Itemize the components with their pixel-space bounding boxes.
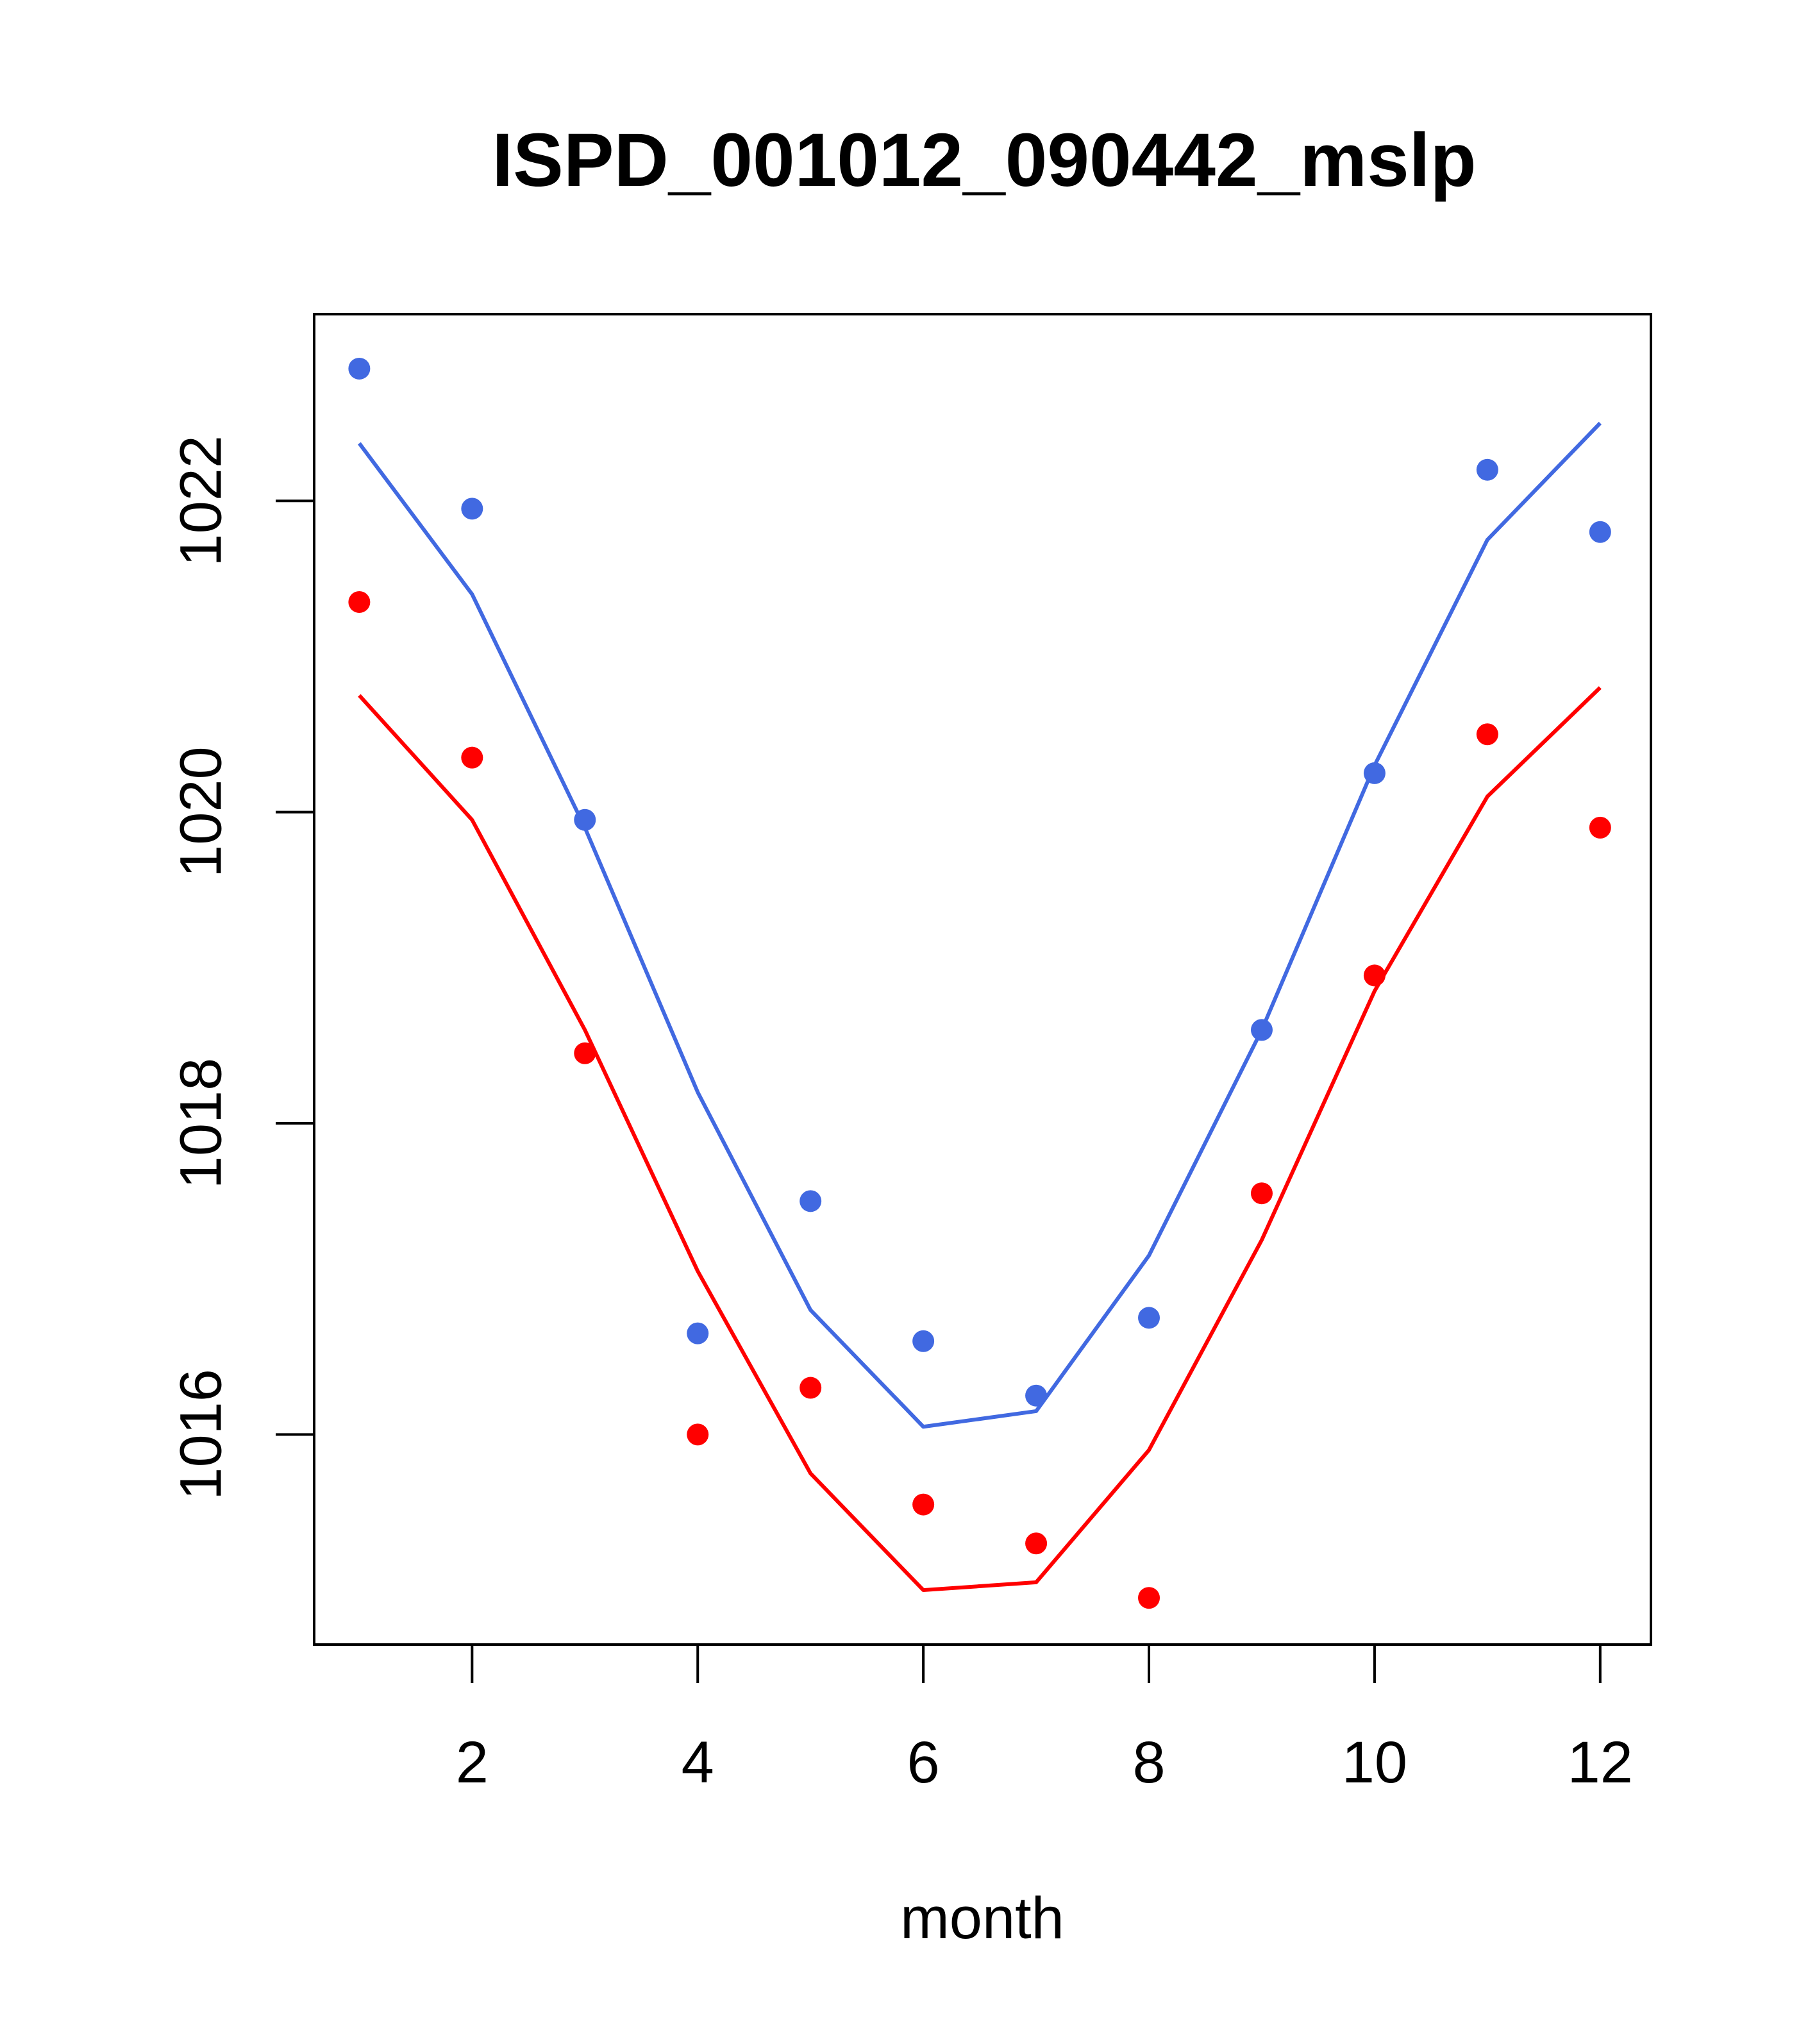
series-point-1-9: [1250, 1182, 1273, 1205]
series-point-0-6: [912, 1330, 935, 1352]
series-point-1-5: [800, 1377, 822, 1399]
y-tick-label-1022: 1022: [168, 435, 233, 567]
series-point-1-11: [1476, 723, 1498, 746]
x-axis-label: month: [900, 1886, 1064, 1951]
series-1: [348, 591, 1611, 1609]
series-point-0-9: [1250, 1019, 1273, 1041]
series-point-1-2: [461, 746, 483, 769]
series-point-0-7: [1025, 1384, 1048, 1407]
series-point-0-11: [1476, 458, 1498, 481]
x-tick-label-6: 6: [907, 1730, 940, 1795]
series-point-1-4: [687, 1423, 709, 1446]
x-tick-label-4: 4: [682, 1730, 714, 1795]
y-tick-label-1020: 1020: [168, 746, 233, 878]
plot-frame: [313, 313, 1652, 1646]
x-tick-label-2: 2: [456, 1730, 489, 1795]
series-point-1-12: [1589, 816, 1611, 839]
series-point-1-10: [1363, 964, 1386, 987]
series-point-0-2: [461, 498, 483, 520]
series-point-1-8: [1138, 1587, 1160, 1609]
y-tick-label-1016: 1016: [168, 1369, 233, 1500]
series-point-0-10: [1363, 762, 1386, 784]
series-line-1: [358, 686, 1602, 1593]
x-tick-label-12: 12: [1568, 1730, 1633, 1795]
series-line-0: [357, 421, 1602, 1429]
series-point-0-12: [1589, 521, 1611, 543]
series-point-1-7: [1025, 1532, 1048, 1555]
x-axis: 2 4 6 8 10 12: [456, 1643, 1633, 1795]
y-axis: 1016 1018 1020 1022: [168, 435, 315, 1500]
series-point-1-3: [574, 1042, 596, 1064]
series-point-0-5: [800, 1190, 822, 1212]
chart-title: ISPD_001012_090442_mslp: [492, 118, 1476, 203]
series-point-0-1: [348, 357, 371, 380]
x-tick-label-10: 10: [1342, 1730, 1407, 1795]
series-layer: [348, 357, 1611, 1609]
series-point-1-1: [348, 591, 371, 613]
x-tick-label-8: 8: [1132, 1730, 1165, 1795]
series-point-0-3: [574, 808, 596, 831]
series-point-0-4: [687, 1322, 709, 1345]
series-0: [348, 357, 1611, 1429]
series-point-0-8: [1138, 1307, 1160, 1329]
series-point-1-6: [912, 1493, 935, 1516]
y-tick-label-1018: 1018: [168, 1058, 233, 1189]
